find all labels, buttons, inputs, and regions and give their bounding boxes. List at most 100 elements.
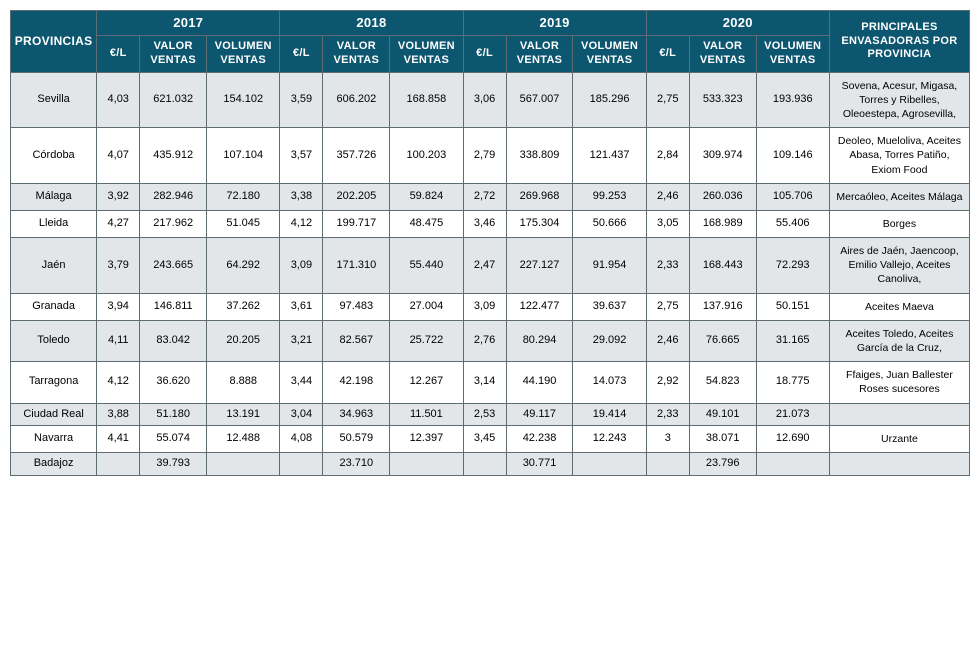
header-volumen-2018: VOLUMEN VENTAS	[390, 36, 463, 73]
cell-provincia: Jaén	[11, 238, 97, 294]
cell-volumen: 8.888	[207, 362, 280, 403]
cell-eur: 3,79	[97, 238, 140, 294]
cell-provincia: Toledo	[11, 320, 97, 361]
cell-valor: 338.809	[506, 128, 573, 184]
cell-eur: 2,33	[646, 403, 689, 426]
header-eur-2020: €/L	[646, 36, 689, 73]
cell-volumen: 168.858	[390, 72, 463, 128]
cell-valor: 567.007	[506, 72, 573, 128]
cell-volumen: 121.437	[573, 128, 646, 184]
cell-provincia: Ciudad Real	[11, 403, 97, 426]
cell-volumen: 154.102	[207, 72, 280, 128]
header-eur-2018: €/L	[280, 36, 323, 73]
cell-provincia: Granada	[11, 293, 97, 320]
cell-provincia: Córdoba	[11, 128, 97, 184]
cell-eur	[280, 453, 323, 476]
cell-volumen: 29.092	[573, 320, 646, 361]
cell-volumen: 13.191	[207, 403, 280, 426]
header-eur-2017: €/L	[97, 36, 140, 73]
cell-valor: 168.989	[689, 210, 756, 237]
cell-valor: 80.294	[506, 320, 573, 361]
cell-eur	[646, 453, 689, 476]
cell-valor: 83.042	[140, 320, 207, 361]
table-row: Sevilla4,03621.032154.1023,59606.202168.…	[11, 72, 970, 128]
cell-eur: 3,44	[280, 362, 323, 403]
cell-eur: 2,76	[463, 320, 506, 361]
cell-provincia: Tarragona	[11, 362, 97, 403]
cell-valor: 122.477	[506, 293, 573, 320]
cell-eur: 3,88	[97, 403, 140, 426]
cell-eur: 3,94	[97, 293, 140, 320]
cell-eur: 4,08	[280, 426, 323, 453]
cell-eur: 4,07	[97, 128, 140, 184]
cell-eur: 2,33	[646, 238, 689, 294]
cell-valor: 243.665	[140, 238, 207, 294]
cell-volumen: 12.690	[756, 426, 829, 453]
cell-volumen: 51.045	[207, 210, 280, 237]
cell-volumen: 109.146	[756, 128, 829, 184]
cell-valor: 282.946	[140, 183, 207, 210]
cell-eur: 4,12	[280, 210, 323, 237]
cell-volumen: 25.722	[390, 320, 463, 361]
cell-eur: 3,92	[97, 183, 140, 210]
provincias-table: PROVINCIAS 2017 2018 2019 2020 PRINCIPAL…	[10, 10, 970, 476]
data-table-container: PROVINCIAS 2017 2018 2019 2020 PRINCIPAL…	[10, 10, 970, 476]
cell-volumen: 50.666	[573, 210, 646, 237]
cell-volumen: 39.637	[573, 293, 646, 320]
cell-envasadoras: Mercaóleo, Aceites Málaga	[829, 183, 969, 210]
cell-volumen: 12.397	[390, 426, 463, 453]
cell-valor: 42.238	[506, 426, 573, 453]
table-row: Granada3,94146.81137.2623,6197.48327.004…	[11, 293, 970, 320]
cell-valor: 357.726	[323, 128, 390, 184]
cell-eur: 3,38	[280, 183, 323, 210]
cell-volumen: 107.104	[207, 128, 280, 184]
cell-envasadoras: Urzante	[829, 426, 969, 453]
cell-volumen: 14.073	[573, 362, 646, 403]
header-year-2020: 2020	[646, 11, 829, 36]
cell-volumen: 21.073	[756, 403, 829, 426]
cell-valor: 621.032	[140, 72, 207, 128]
cell-valor: 168.443	[689, 238, 756, 294]
cell-valor: 36.620	[140, 362, 207, 403]
cell-valor: 51.180	[140, 403, 207, 426]
cell-volumen: 105.706	[756, 183, 829, 210]
cell-valor: 435.912	[140, 128, 207, 184]
header-year-2017: 2017	[97, 11, 280, 36]
cell-valor: 199.717	[323, 210, 390, 237]
cell-valor: 50.579	[323, 426, 390, 453]
cell-valor: 269.968	[506, 183, 573, 210]
cell-eur: 4,12	[97, 362, 140, 403]
header-envasadoras: PRINCIPALES ENVASADORAS POR PROVINCIA	[829, 11, 969, 73]
cell-eur: 3,45	[463, 426, 506, 453]
table-row: Toledo4,1183.04220.2053,2182.56725.7222,…	[11, 320, 970, 361]
cell-valor: 54.823	[689, 362, 756, 403]
header-year-2018: 2018	[280, 11, 463, 36]
cell-eur: 3,06	[463, 72, 506, 128]
cell-eur: 4,03	[97, 72, 140, 128]
cell-volumen	[390, 453, 463, 476]
cell-valor: 34.963	[323, 403, 390, 426]
cell-eur: 3	[646, 426, 689, 453]
cell-volumen: 20.205	[207, 320, 280, 361]
cell-volumen: 72.180	[207, 183, 280, 210]
cell-envasadoras: Aires de Jaén, Jaencoop, Emilio Vallejo,…	[829, 238, 969, 294]
table-row: Córdoba4,07435.912107.1043,57357.726100.…	[11, 128, 970, 184]
cell-valor: 137.916	[689, 293, 756, 320]
cell-eur: 3,09	[463, 293, 506, 320]
cell-envasadoras: Ffaiges, Juan Ballester Roses sucesores	[829, 362, 969, 403]
cell-valor: 30.771	[506, 453, 573, 476]
cell-volumen: 55.440	[390, 238, 463, 294]
cell-eur: 2,92	[646, 362, 689, 403]
cell-provincia: Málaga	[11, 183, 97, 210]
cell-provincia: Badajoz	[11, 453, 97, 476]
cell-valor: 82.567	[323, 320, 390, 361]
cell-eur: 3,21	[280, 320, 323, 361]
cell-envasadoras	[829, 403, 969, 426]
table-row: Tarragona4,1236.6208.8883,4442.19812.267…	[11, 362, 970, 403]
cell-eur: 3,05	[646, 210, 689, 237]
cell-valor: 76.665	[689, 320, 756, 361]
cell-eur: 2,53	[463, 403, 506, 426]
cell-valor: 606.202	[323, 72, 390, 128]
cell-volumen: 48.475	[390, 210, 463, 237]
cell-valor: 171.310	[323, 238, 390, 294]
